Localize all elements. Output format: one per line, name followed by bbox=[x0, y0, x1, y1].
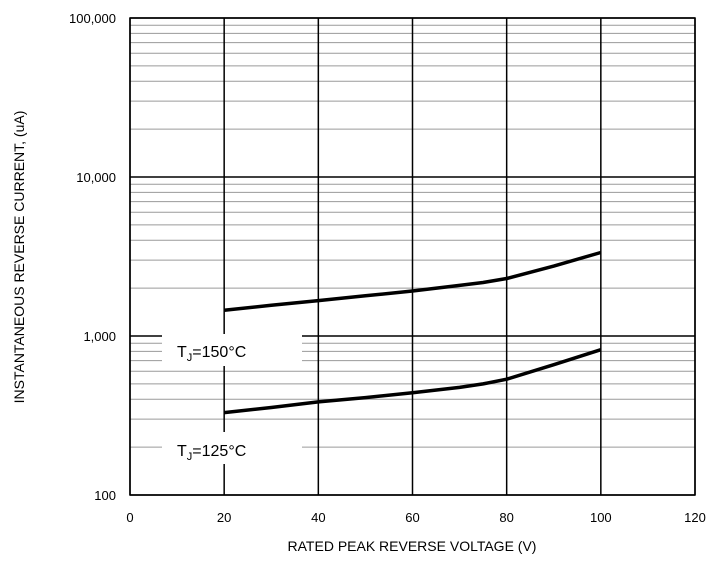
major-gridlines bbox=[129, 17, 696, 496]
x-tick-label: 100 bbox=[590, 510, 612, 525]
y-tick-label: 100 bbox=[94, 488, 116, 503]
series-line-tj-125c bbox=[224, 348, 602, 415]
x-tick-label: 20 bbox=[217, 510, 231, 525]
plot-frame bbox=[129, 17, 696, 496]
annotation-background bbox=[162, 432, 302, 464]
annotation-tj-150c: TJ=150°C bbox=[177, 344, 246, 364]
x-tick-label: 0 bbox=[126, 510, 133, 525]
x-tick-label: 60 bbox=[405, 510, 419, 525]
series-line-tj-150c bbox=[224, 250, 602, 313]
x-tick-label: 80 bbox=[499, 510, 513, 525]
y-tick-label: 1,000 bbox=[83, 329, 116, 344]
annotations: TJ=150°C TJ=125°C bbox=[162, 334, 302, 464]
x-tick-label: 120 bbox=[684, 510, 706, 525]
x-axis-title: RATED PEAK REVERSE VOLTAGE (V) bbox=[288, 538, 537, 554]
x-tick-label: 40 bbox=[311, 510, 325, 525]
y-tick-label: 100,000 bbox=[69, 11, 116, 26]
y-tick-label: 10,000 bbox=[76, 170, 116, 185]
y-axis-title: INSTANTANEOUS REVERSE CURRENT, (uA) bbox=[11, 111, 27, 404]
series-layer bbox=[224, 250, 602, 415]
annotation-tj-125c: TJ=125°C bbox=[177, 443, 246, 463]
tick-labels: 0 20 40 60 80 100 120 100 1,000 10,000 100,000 bbox=[69, 11, 706, 525]
annotation-background bbox=[162, 334, 302, 366]
